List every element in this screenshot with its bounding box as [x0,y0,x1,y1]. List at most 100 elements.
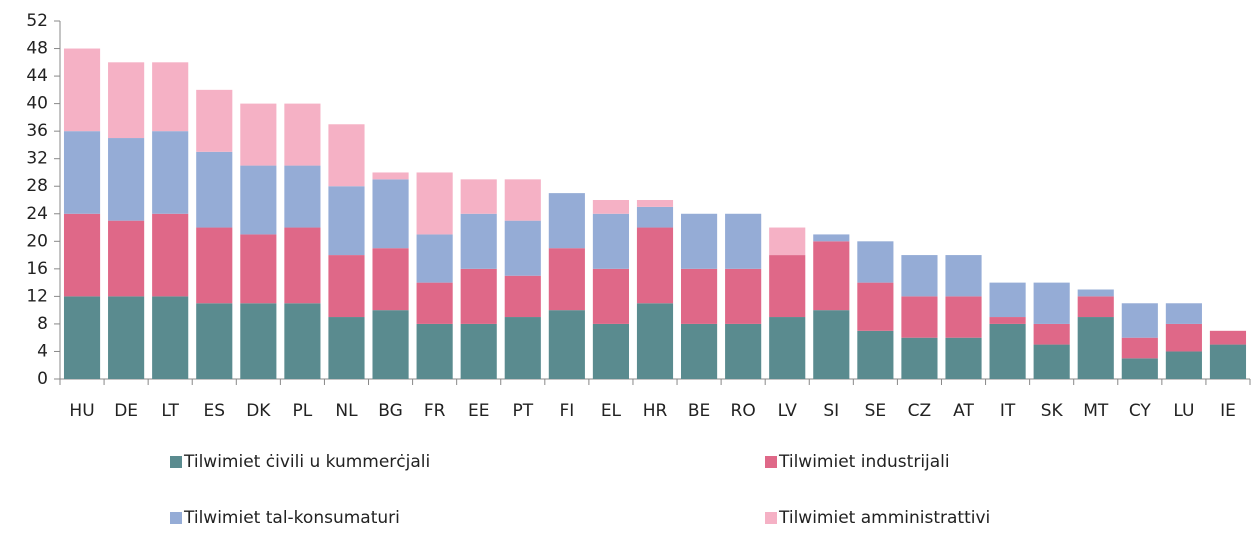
x-tick-label: IE [1220,401,1236,421]
bar-segment [1209,344,1247,379]
x-tick-label: HU [69,401,94,421]
bar-segment [63,131,101,214]
bar-segment [945,296,982,338]
x-tick-label: RO [731,401,756,421]
x-tick-label: LT [161,401,179,421]
legend-swatch [765,512,777,524]
bar-segment [548,248,585,311]
bar-segment [1121,337,1158,359]
y-tick-label: 24 [26,204,48,224]
x-tick-label: EL [601,401,622,421]
bar-segment [989,282,1026,318]
x-tick-label: BE [688,401,710,421]
bar-segment [857,330,894,379]
bar-segment [636,206,674,228]
bar-segment [240,234,277,304]
bar-segment [769,227,806,256]
bar-segment [813,234,850,242]
bar-segment [548,193,585,249]
bar-segment [460,323,497,379]
bar-segment [372,248,409,311]
x-tick-label: CZ [908,401,932,421]
legend-label: Tilwimiet amministrattivi [778,508,990,528]
x-tick-label: HR [643,401,668,421]
x-tick-label: SI [823,401,839,421]
bar-segment [901,255,938,297]
y-tick-label: 52 [26,11,48,31]
bar-segment [328,317,365,379]
bar-segment [240,103,277,166]
bar-segment [813,310,850,379]
bar-segment [196,151,233,228]
bar-segment [504,317,541,379]
bar-segment [372,310,409,379]
bar-segment [1077,289,1114,297]
bar-segment [108,62,145,139]
bar-segment [813,241,850,311]
bar-segment [152,131,189,214]
bar-segment [240,303,277,379]
x-tick-label: AT [953,401,974,421]
bar-segment [548,310,585,379]
bar-segment [108,220,145,297]
bar-segment [196,89,233,152]
bar-segment [857,282,894,331]
x-tick-label: PL [293,401,313,421]
bar-segment [1121,303,1158,338]
y-tick-label: 44 [26,66,48,86]
bar-segment [592,200,629,214]
bar-segment [416,172,453,235]
bar-segment [460,213,497,269]
bar-segment [240,165,277,235]
bar-segment [196,227,233,304]
bar-segment [901,337,938,379]
bar-segment [945,255,982,297]
bar-segment [284,227,321,304]
legend-label: Tilwimiet tal-konsumaturi [183,508,400,528]
y-tick-label: 36 [26,121,48,141]
x-tick-label: FR [424,401,446,421]
y-tick-label: 8 [37,314,48,334]
bar-segment [108,296,145,379]
bar-segment [901,296,938,338]
bar-segment [857,241,894,283]
bar-segment [1033,282,1070,324]
x-tick-label: CY [1129,401,1152,421]
bar-segment [152,213,189,297]
bar-segment [504,179,541,221]
bar-segment [416,323,453,379]
x-tick-label: SK [1041,401,1064,421]
bar-segment [769,255,806,318]
bar-segment [725,323,762,379]
bar-segment [592,268,629,324]
bar-segment [592,323,629,379]
legend-label: Tilwimiet ċivili u kummerċjali [183,452,430,472]
bar-segment [63,48,101,132]
bar-segment [152,62,189,132]
bar-segment [681,268,718,324]
legend-label: Tilwimiet industrijali [778,452,950,472]
bar-segment [108,138,145,221]
bar-segment [372,179,409,249]
y-tick-label: 48 [26,39,48,59]
y-tick-label: 12 [26,286,48,306]
bar-segment [63,296,101,379]
bar-segment [592,213,629,269]
x-tick-label: EE [468,401,489,421]
bar-segment [1033,323,1070,345]
bar-segment [681,213,718,269]
bar-segment [1033,344,1070,379]
bar-segment [1121,358,1158,379]
bar-segment [416,234,453,283]
bar-segment [504,220,541,276]
bar-segment [284,165,321,228]
x-tick-label: LU [1173,401,1194,421]
bar-segment [769,317,806,379]
bar-segment [1077,317,1114,379]
bar-segment [328,124,365,187]
y-tick-label: 20 [26,231,48,251]
x-tick-label: BG [378,401,403,421]
y-tick-label: 40 [26,94,48,114]
y-tick-label: 28 [26,176,48,196]
